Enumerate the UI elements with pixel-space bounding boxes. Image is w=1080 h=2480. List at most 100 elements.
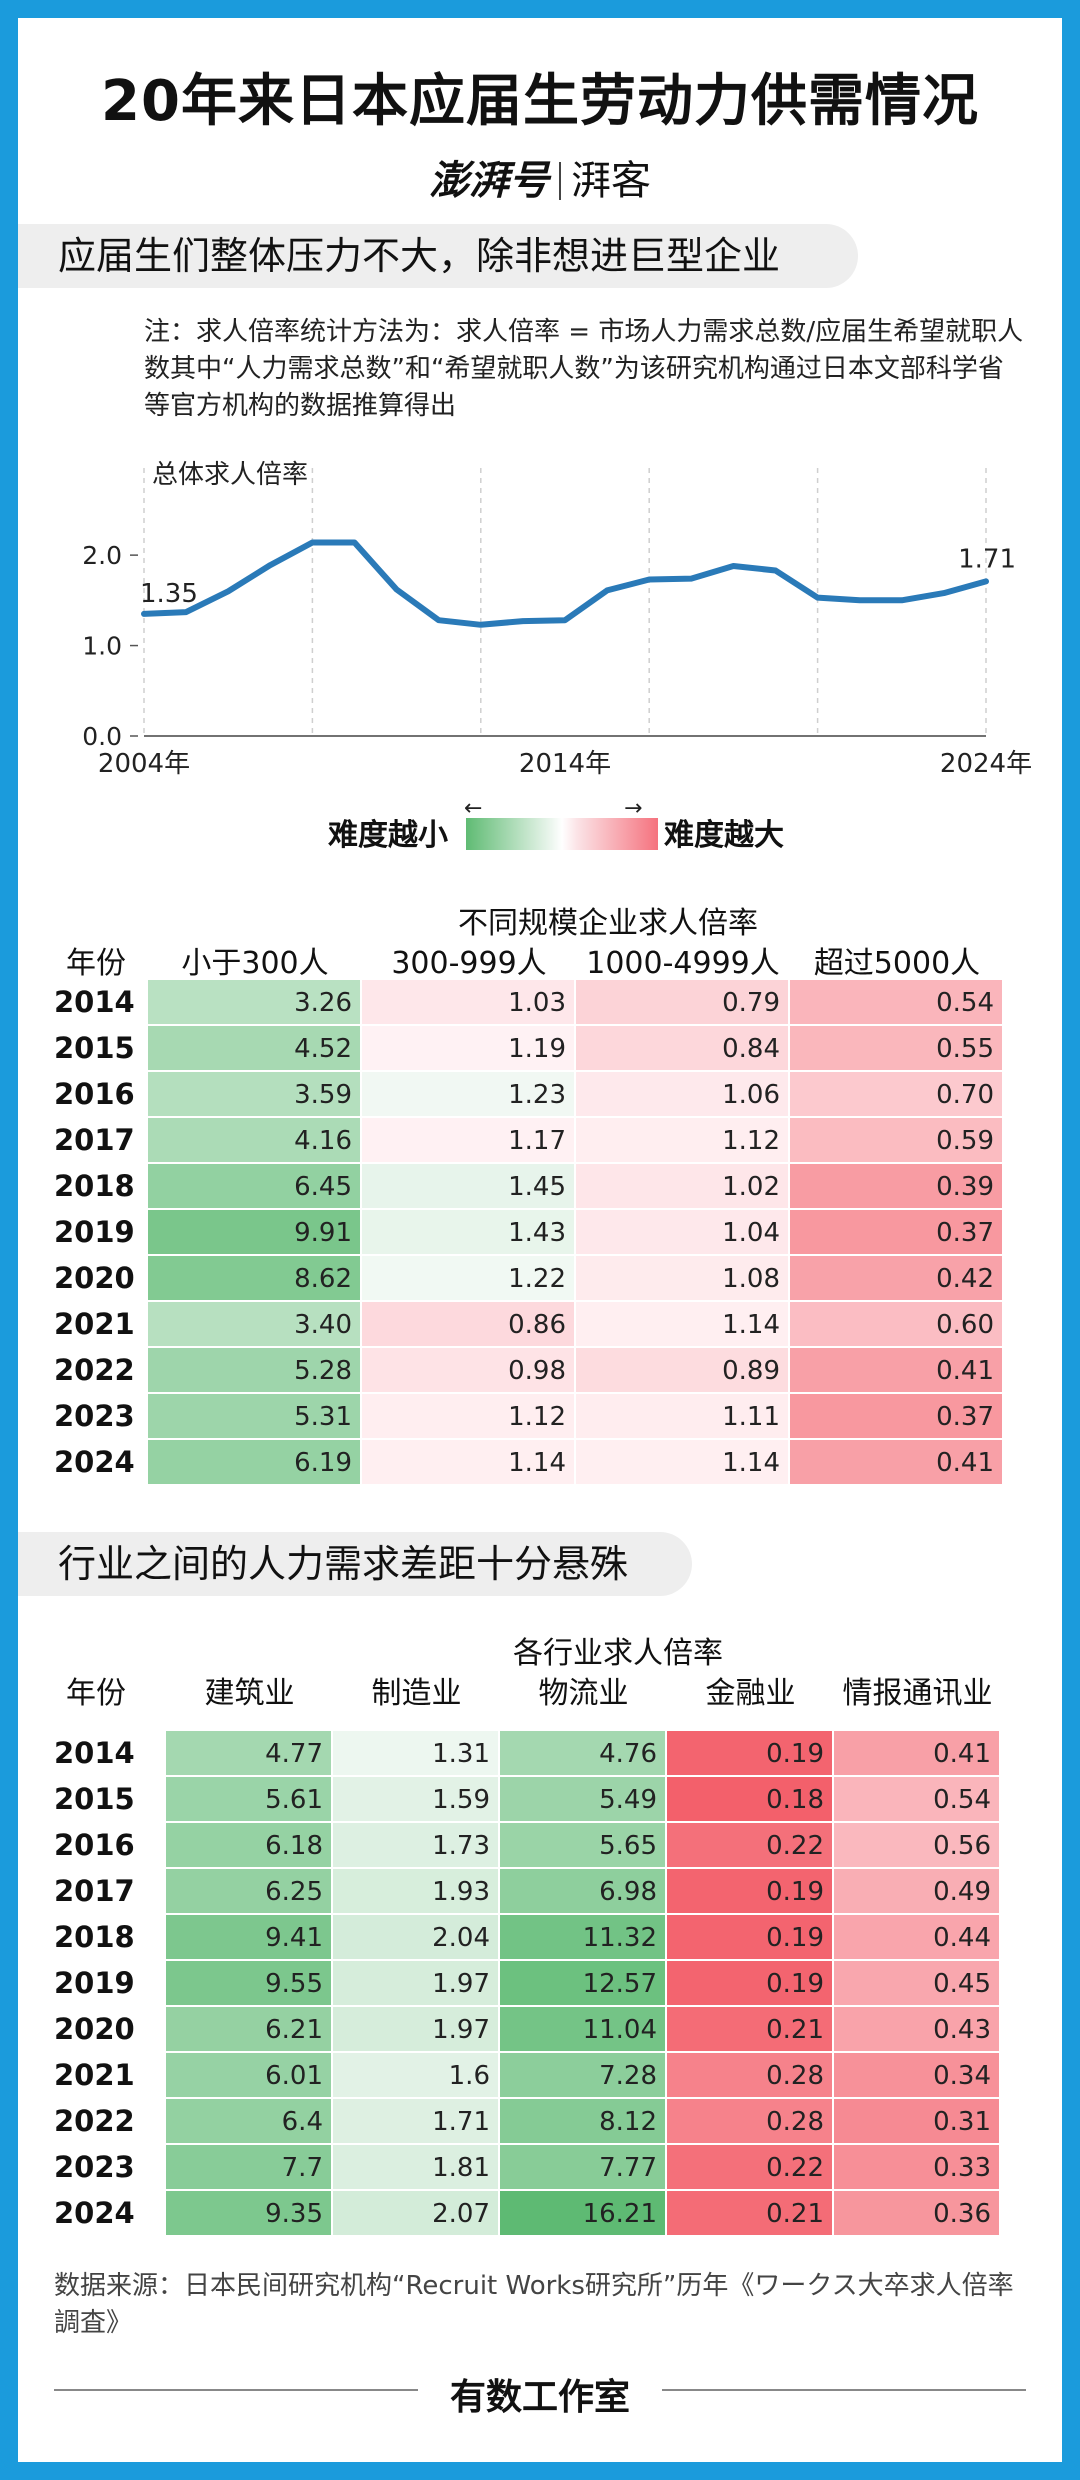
table-cell: 0.19 bbox=[667, 1915, 834, 1961]
table2-super-header: 各行业求人倍率 bbox=[513, 1636, 723, 1671]
table-cell: 0.54 bbox=[834, 1777, 1001, 1823]
table-cell: 1.03 bbox=[362, 980, 576, 1026]
table-cell: 7.7 bbox=[166, 2145, 333, 2191]
table-cell: 0.41 bbox=[790, 1440, 1004, 1486]
table-cell: 0.49 bbox=[834, 1869, 1001, 1915]
table-cell: 9.91 bbox=[148, 1210, 362, 1256]
x-tick-label: 2014年 bbox=[519, 749, 611, 779]
table-cell: 1.6 bbox=[333, 2053, 500, 2099]
table-cell: 3.40 bbox=[148, 1302, 362, 1348]
table-cell: 4.77 bbox=[166, 1731, 333, 1777]
chart-title: 总体求人倍率 bbox=[152, 460, 308, 490]
y-tick-label: 2.0 bbox=[82, 541, 122, 570]
table-cell: 12.57 bbox=[500, 1961, 667, 2007]
table-cell: 1.43 bbox=[362, 1210, 576, 1256]
table-cell: 0.21 bbox=[667, 2007, 834, 2053]
table-cell: 0.31 bbox=[834, 2099, 1001, 2145]
table-cell: 6.4 bbox=[166, 2099, 333, 2145]
table-cell: 0.84 bbox=[576, 1026, 790, 1072]
table-cell: 0.22 bbox=[667, 1823, 834, 1869]
table-cell: 0.33 bbox=[834, 2145, 1001, 2191]
row-year-label: 2017 bbox=[54, 1123, 135, 1157]
table-cell: 0.56 bbox=[834, 1823, 1001, 1869]
table-cell: 7.77 bbox=[500, 2145, 667, 2191]
row-year-label: 2022 bbox=[54, 1353, 135, 1387]
table-cell: 0.54 bbox=[790, 980, 1004, 1026]
table-cell: 0.21 bbox=[667, 2191, 834, 2237]
row-year-label: 2022 bbox=[54, 2104, 135, 2138]
table-cell: 6.45 bbox=[148, 1164, 362, 1210]
year-column-header: 年份 bbox=[66, 1676, 126, 1711]
table-cell: 0.18 bbox=[667, 1777, 834, 1823]
table-cell: 8.12 bbox=[500, 2099, 667, 2145]
row-year-label: 2020 bbox=[54, 2012, 135, 2046]
table-cell: 3.26 bbox=[148, 980, 362, 1026]
table-cell: 9.35 bbox=[166, 2191, 333, 2237]
table-cell: 0.19 bbox=[667, 1961, 834, 2007]
table-cell: 1.23 bbox=[362, 1072, 576, 1118]
table-cell: 1.14 bbox=[576, 1440, 790, 1486]
table-cell: 7.28 bbox=[500, 2053, 667, 2099]
table-cell: 1.11 bbox=[576, 1394, 790, 1440]
x-tick-label: 2004年 bbox=[98, 749, 190, 779]
footer-divider-right bbox=[662, 2389, 1026, 2391]
table-cell: 6.21 bbox=[166, 2007, 333, 2053]
infographic-card: 20年来日本应届生劳动力供需情况 澎湃号 湃客 应届生们整体压力不大，除非想进巨型… bbox=[18, 18, 1062, 2462]
row-year-label: 2018 bbox=[54, 1920, 135, 1954]
table-cell: 1.04 bbox=[576, 1210, 790, 1256]
table-cell: 0.41 bbox=[834, 1731, 1001, 1777]
row-year-label: 2023 bbox=[54, 2150, 135, 2184]
table-cell: 0.43 bbox=[834, 2007, 1001, 2053]
page-title: 20年来日本应届生劳动力供需情况 bbox=[101, 69, 979, 134]
year-column-header: 年份 bbox=[66, 946, 126, 981]
row-year-label: 2014 bbox=[54, 985, 135, 1019]
table-cell: 1.97 bbox=[333, 1961, 500, 2007]
column-header: 情报通讯业 bbox=[842, 1676, 993, 1711]
table-cell: 1.31 bbox=[333, 1731, 500, 1777]
table-cell: 1.59 bbox=[333, 1777, 500, 1823]
table-cell: 9.41 bbox=[166, 1915, 333, 1961]
table-cell: 0.28 bbox=[667, 2053, 834, 2099]
table-cell: 6.25 bbox=[166, 1869, 333, 1915]
table-cell: 4.52 bbox=[148, 1026, 362, 1072]
table-cell: 0.37 bbox=[790, 1210, 1004, 1256]
footer-divider-left bbox=[54, 2389, 418, 2391]
table-cell: 0.44 bbox=[834, 1915, 1001, 1961]
table-cell: 3.59 bbox=[148, 1072, 362, 1118]
table-cell: 1.45 bbox=[362, 1164, 576, 1210]
table-cell: 0.42 bbox=[790, 1256, 1004, 1302]
brand-separator bbox=[559, 162, 561, 200]
table-cell: 1.14 bbox=[362, 1440, 576, 1486]
series-line bbox=[141, 539, 989, 628]
table-cell: 0.34 bbox=[834, 2053, 1001, 2099]
data-source-note: 数据来源：日本民间研究机构“Recruit Works研究所”历年《ワークス大卒… bbox=[54, 2271, 1014, 2338]
line-chart: 总体求人倍率 0.0 1.0 2.0 2004年 2014年 2024年 1.35 1.71 bbox=[82, 460, 1032, 779]
table-cell: 0.28 bbox=[667, 2099, 834, 2145]
legend-harder-label: 难度越大 bbox=[664, 818, 784, 853]
table-cell: 1.22 bbox=[362, 1256, 576, 1302]
table-cell: 1.02 bbox=[576, 1164, 790, 1210]
table-cell: 0.86 bbox=[362, 1302, 576, 1348]
section-heading-2: 行业之间的人力需求差距十分悬殊 bbox=[18, 1532, 692, 1596]
column-header: 超过5000人 bbox=[813, 946, 981, 981]
row-year-label: 2020 bbox=[54, 1261, 135, 1295]
table-cell: 0.60 bbox=[790, 1302, 1004, 1348]
y-tick-label: 0.0 bbox=[82, 722, 122, 751]
table-cell: 5.31 bbox=[148, 1394, 362, 1440]
section-heading-1: 应届生们整体压力不大，除非想进巨型企业 bbox=[18, 224, 858, 288]
table-cell: 6.98 bbox=[500, 1869, 667, 1915]
table-cell: 1.12 bbox=[576, 1118, 790, 1164]
column-header: 建筑业 bbox=[204, 1676, 295, 1711]
table-cell: 4.76 bbox=[500, 1731, 667, 1777]
table-cell: 1.71 bbox=[333, 2099, 500, 2145]
row-year-label: 2017 bbox=[54, 1874, 135, 1908]
table-cell: 0.79 bbox=[576, 980, 790, 1026]
row-year-label: 2015 bbox=[54, 1031, 135, 1065]
table-cell: 1.14 bbox=[576, 1302, 790, 1348]
left-arrow-icon: ← bbox=[464, 796, 483, 821]
row-year-label: 2018 bbox=[54, 1169, 135, 1203]
column-header: 300-999人 bbox=[391, 946, 547, 981]
table-cell: 0.70 bbox=[790, 1072, 1004, 1118]
table-cell: 11.04 bbox=[500, 2007, 667, 2053]
column-header: 物流业 bbox=[538, 1676, 629, 1711]
